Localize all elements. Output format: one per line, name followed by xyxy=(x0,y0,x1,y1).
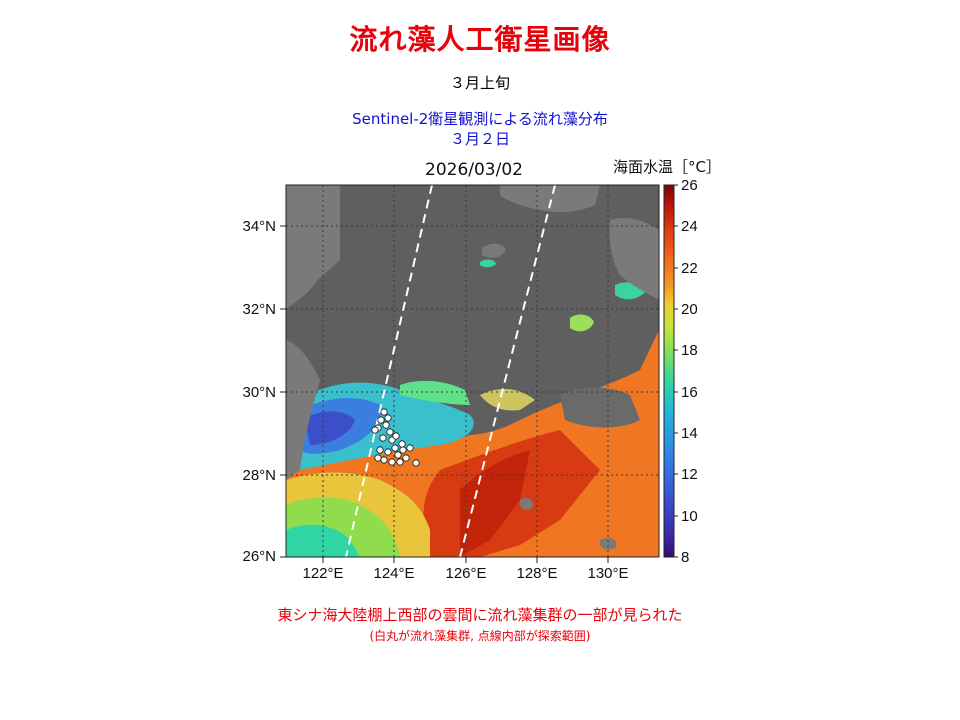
subtitle-sensor: Sentinel-2衛星観測による流れ藻分布 xyxy=(352,110,608,128)
cbar-tick-14: 14 xyxy=(681,425,698,442)
lat-tick-26: 26°N xyxy=(242,548,276,565)
map-frame xyxy=(285,184,660,558)
seaweed-marker xyxy=(380,456,388,464)
seaweed-marker xyxy=(394,451,402,459)
cbar-tick-18: 18 xyxy=(681,342,698,359)
seaweed-marker xyxy=(384,448,392,456)
seaweed-marker xyxy=(392,432,400,440)
colorbar-title: 海面水温［°C］ xyxy=(613,158,721,176)
cbar-tick-20: 20 xyxy=(681,301,698,318)
lon-tick-122: 122°E xyxy=(302,565,343,582)
seaweed-marker xyxy=(391,444,399,452)
lat-tick-32: 32°N xyxy=(242,301,276,318)
caption-summary: 東シナ海大陸棚上西部の雲間に流れ藻集群の一部が見られた xyxy=(277,606,683,624)
period-label: ３月上旬 xyxy=(449,74,510,92)
cbar-tick-24: 24 xyxy=(681,218,698,235)
seaweed-marker xyxy=(374,454,382,462)
seaweed-cluster-markers xyxy=(371,408,420,467)
seaweed-marker xyxy=(398,440,406,448)
survey-boundary-lines xyxy=(345,185,556,557)
map-date-label: 2026/03/02 xyxy=(425,160,523,180)
lon-tick-130: 130°E xyxy=(587,565,628,582)
seaweed-marker xyxy=(386,428,394,436)
cbar-tick-16: 16 xyxy=(681,384,698,401)
lon-tick-126: 126°E xyxy=(445,565,486,582)
seaweed-marker xyxy=(371,426,379,434)
lon-tick-128: 128°E xyxy=(516,565,557,582)
sst-colorbar xyxy=(663,184,675,558)
seaweed-marker xyxy=(388,458,396,466)
seaweed-marker xyxy=(399,446,407,454)
caption-legend-note: (白丸が流れ藻集群, 点線内部が探索範囲) xyxy=(369,629,591,643)
cbar-tick-10: 10 xyxy=(681,508,698,525)
seaweed-marker xyxy=(402,454,410,462)
seaweed-marker xyxy=(382,421,390,429)
cbar-tick-22: 22 xyxy=(681,260,698,277)
seaweed-marker xyxy=(379,434,387,442)
seaweed-marker xyxy=(412,459,420,467)
lat-tick-30: 30°N xyxy=(242,384,276,401)
seaweed-marker xyxy=(406,444,414,452)
map-grid xyxy=(286,185,659,557)
cbar-tick-8: 8 xyxy=(681,549,689,566)
subtitle-date: ３月２日 xyxy=(449,130,510,148)
seaweed-marker xyxy=(384,414,392,422)
map-area xyxy=(286,185,659,557)
seaweed-marker xyxy=(396,458,404,466)
lon-tick-124: 124°E xyxy=(373,565,414,582)
cbar-tick-12: 12 xyxy=(681,466,698,483)
lat-tick-28: 28°N xyxy=(242,467,276,484)
lat-tick-34: 34°N xyxy=(242,218,276,235)
seaweed-marker xyxy=(376,446,384,454)
seaweed-marker xyxy=(377,416,385,424)
seaweed-marker xyxy=(380,408,388,416)
cbar-tick-26: 26 xyxy=(681,177,698,194)
page-title: 流れ藻人工衛星画像 xyxy=(349,23,611,56)
